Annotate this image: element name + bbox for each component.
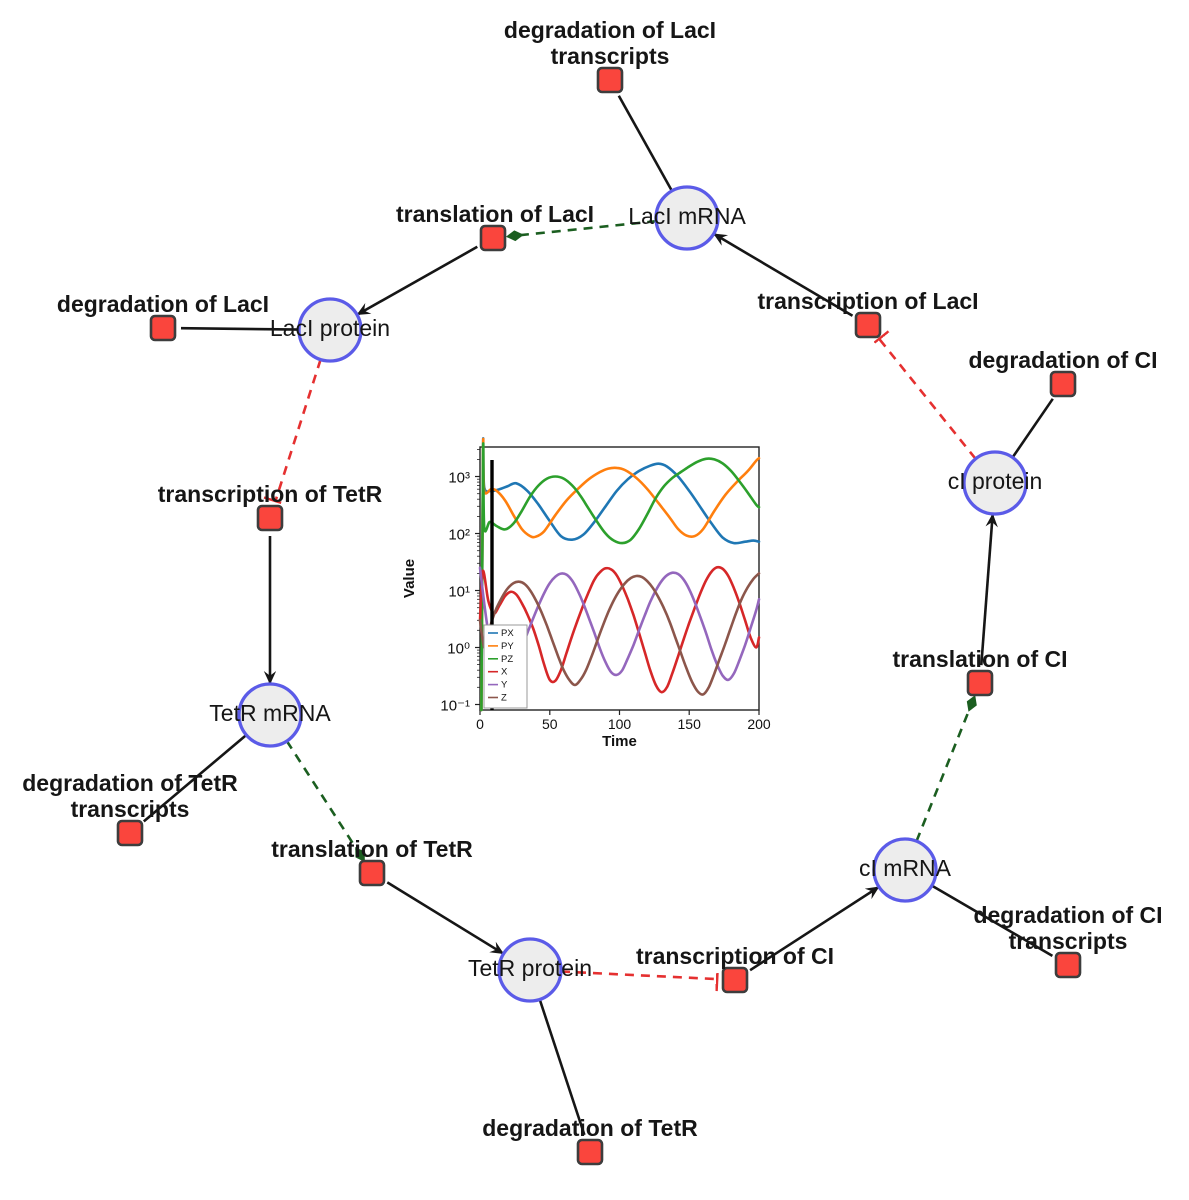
svg-text:10⁻¹: 10⁻¹ xyxy=(440,698,470,715)
svg-text:transcription of TetR: transcription of TetR xyxy=(158,481,383,507)
svg-text:50: 50 xyxy=(542,716,558,732)
svg-text:transcripts: transcripts xyxy=(1009,928,1128,954)
svg-text:degradation of CI: degradation of CI xyxy=(968,347,1157,373)
svg-text:10²: 10² xyxy=(448,527,470,544)
svg-text:translation of CI: translation of CI xyxy=(892,646,1067,672)
svg-text:Y: Y xyxy=(501,680,508,691)
svg-text:Time: Time xyxy=(602,733,637,750)
svg-text:TetR protein: TetR protein xyxy=(468,955,592,981)
svg-text:Value: Value xyxy=(401,559,418,598)
svg-text:degradation of TetR: degradation of TetR xyxy=(22,770,238,796)
svg-text:degradation of LacI: degradation of LacI xyxy=(57,291,269,317)
svg-text:10¹: 10¹ xyxy=(448,584,470,601)
svg-text:transcription of LacI: transcription of LacI xyxy=(757,288,978,314)
svg-text:PY: PY xyxy=(501,641,514,652)
svg-text:transcription of CI: transcription of CI xyxy=(636,943,834,969)
svg-text:10⁰: 10⁰ xyxy=(447,641,470,658)
svg-text:PX: PX xyxy=(501,628,514,639)
svg-text:PZ: PZ xyxy=(501,654,513,665)
svg-text:transcripts: transcripts xyxy=(551,43,670,69)
svg-text:TetR mRNA: TetR mRNA xyxy=(209,700,331,726)
svg-text:200: 200 xyxy=(747,716,771,732)
svg-text:translation of TetR: translation of TetR xyxy=(271,836,473,862)
svg-text:100: 100 xyxy=(608,716,632,732)
svg-text:cI protein: cI protein xyxy=(948,468,1043,494)
svg-text:LacI protein: LacI protein xyxy=(270,315,390,341)
svg-text:150: 150 xyxy=(678,716,702,732)
svg-text:degradation of CI: degradation of CI xyxy=(973,902,1162,928)
svg-text:LacI mRNA: LacI mRNA xyxy=(628,203,746,229)
svg-text:translation of LacI: translation of LacI xyxy=(396,201,594,227)
svg-text:10³: 10³ xyxy=(448,470,470,487)
svg-text:cI mRNA: cI mRNA xyxy=(859,855,952,881)
svg-text:Z: Z xyxy=(501,693,507,704)
svg-text:degradation of TetR: degradation of TetR xyxy=(482,1115,698,1141)
svg-text:X: X xyxy=(501,667,508,678)
svg-text:degradation of LacI: degradation of LacI xyxy=(504,17,716,43)
svg-text:0: 0 xyxy=(476,716,484,732)
svg-text:transcripts: transcripts xyxy=(71,796,190,822)
